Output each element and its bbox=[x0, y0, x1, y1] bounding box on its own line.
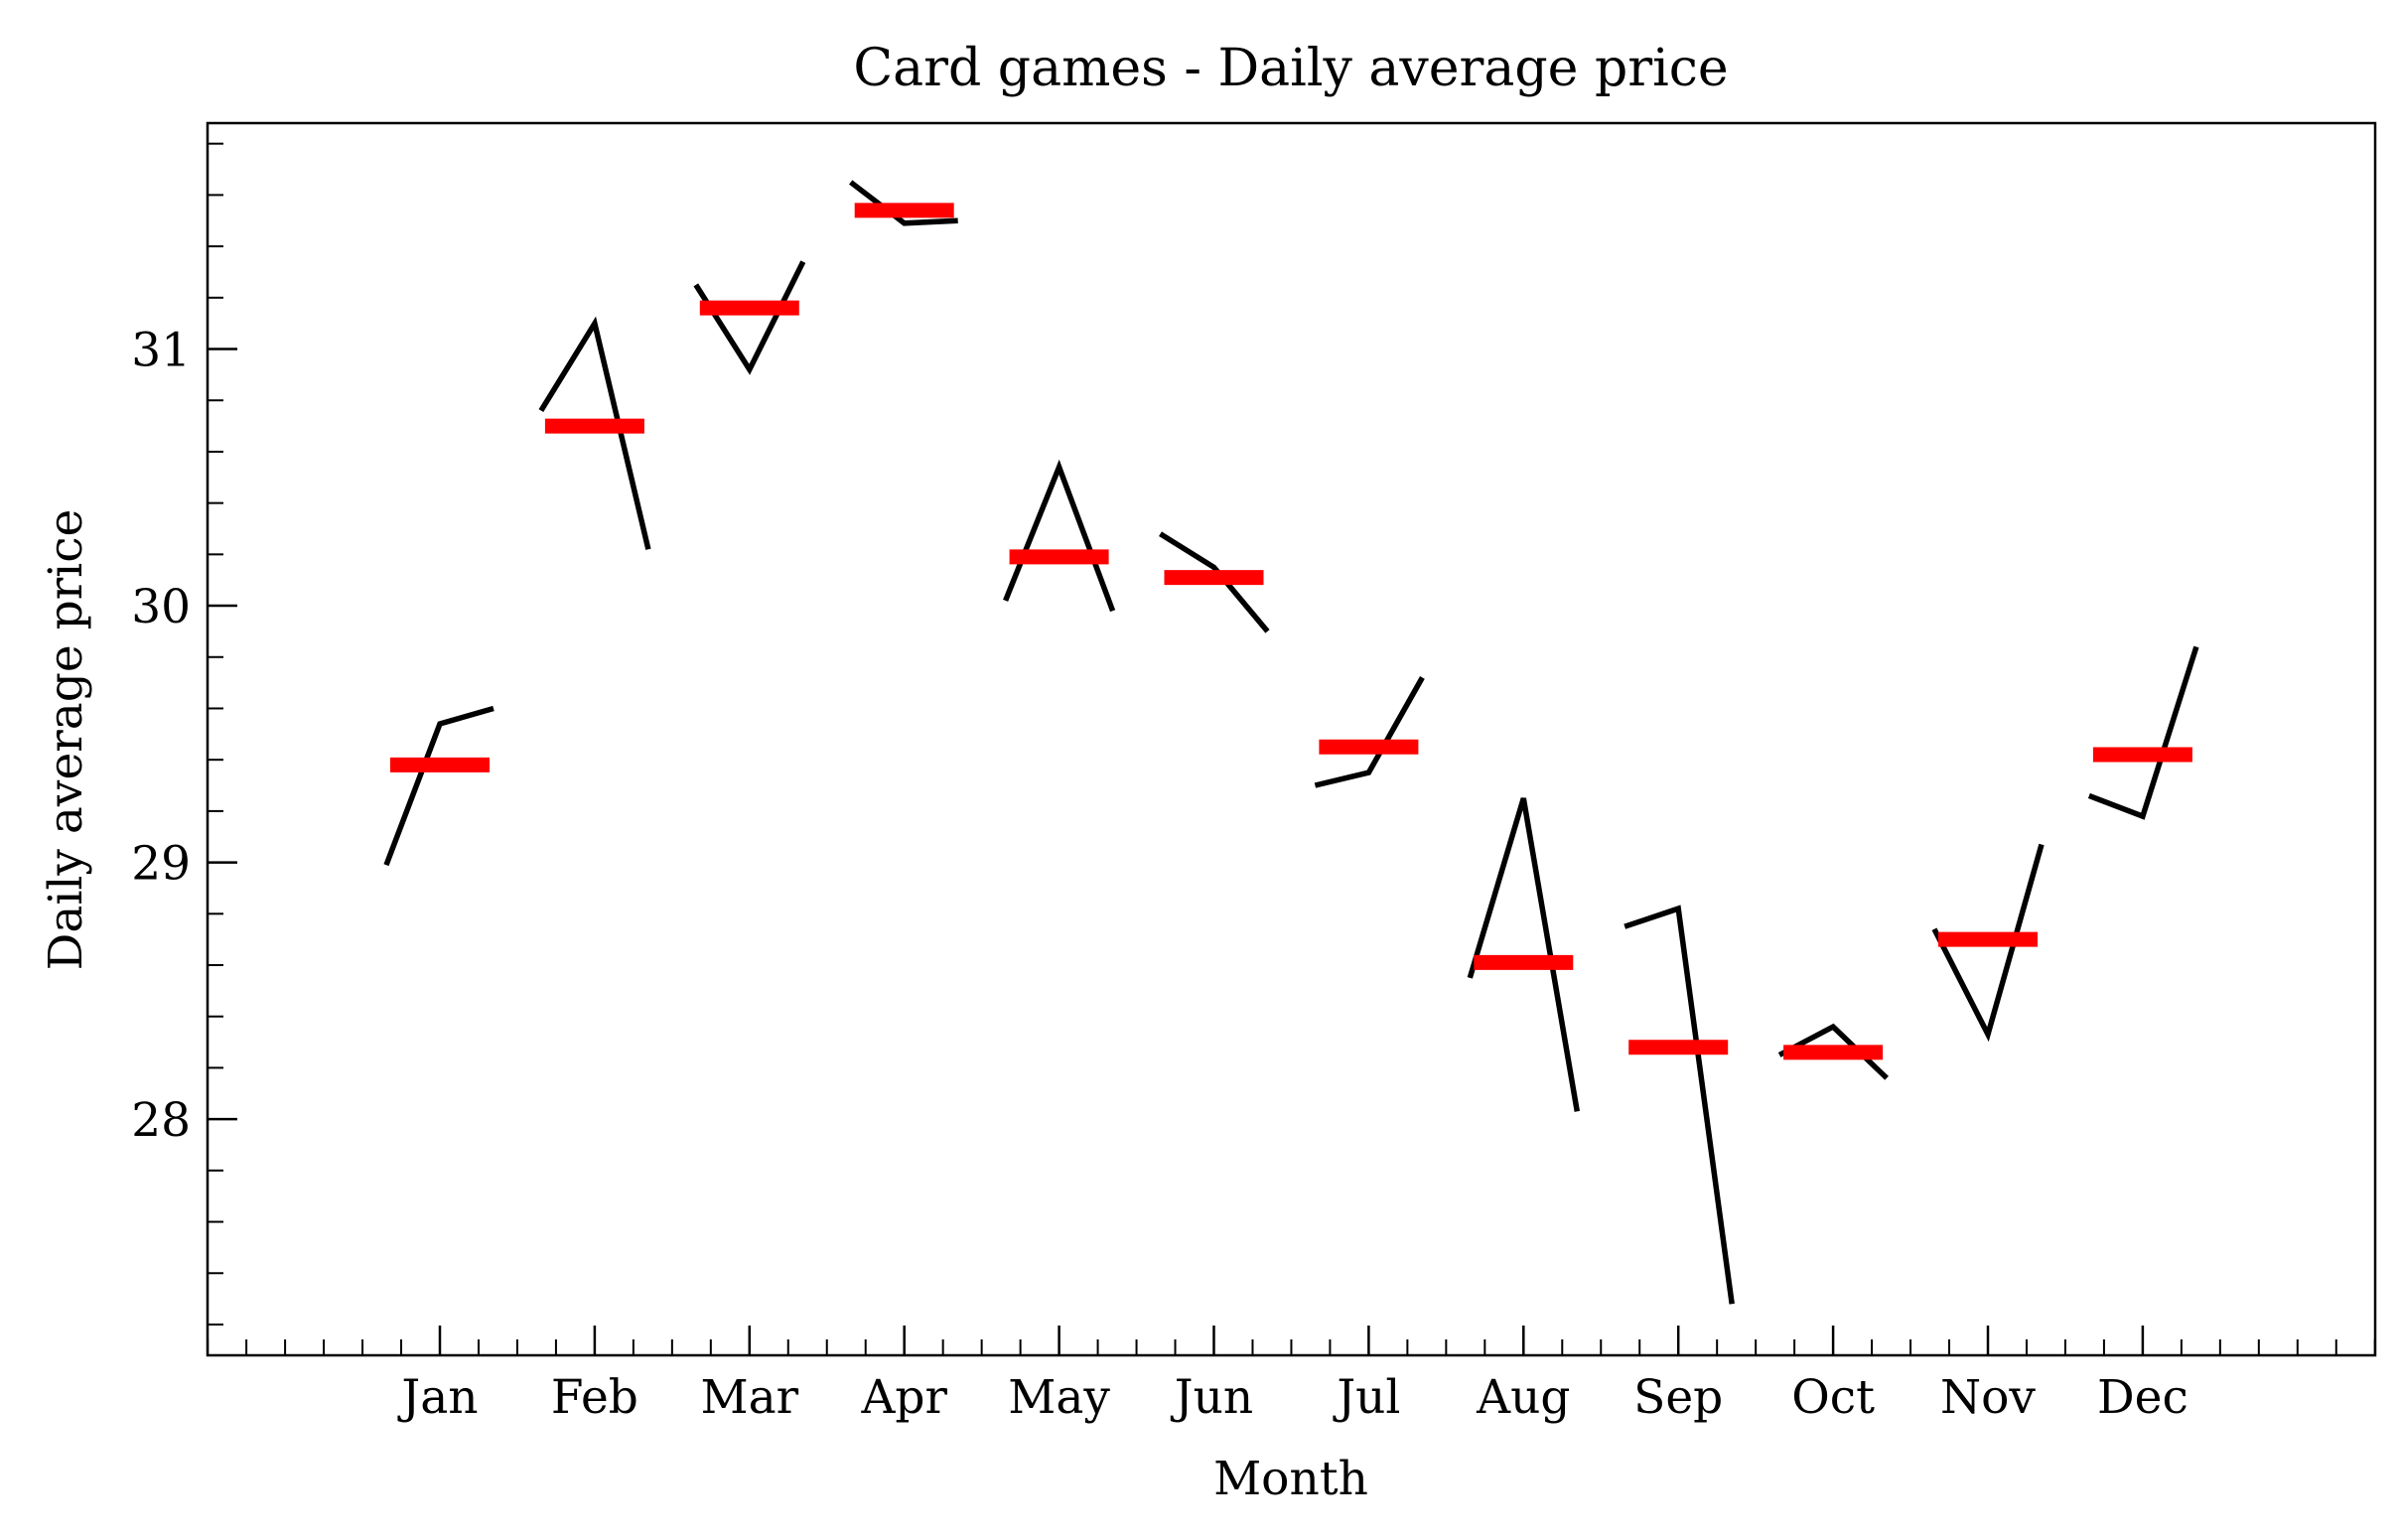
daily-price-line-nov bbox=[1931, 843, 2045, 1043]
plot-marks bbox=[383, 180, 2199, 1305]
x-tick-label-jan: Jan bbox=[397, 1370, 478, 1425]
daily-price-line-apr bbox=[849, 180, 958, 226]
chart-title: Card games - Daily average price bbox=[853, 39, 1728, 98]
y-tick-label-31: 31 bbox=[131, 324, 191, 378]
y-tick-label-29: 29 bbox=[131, 837, 191, 892]
daily-price-line-sep bbox=[1624, 905, 1735, 1305]
x-tick-label-oct: Oct bbox=[1791, 1370, 1875, 1425]
x-tick-label-aug: Aug bbox=[1476, 1370, 1570, 1425]
x-tick-label-apr: Apr bbox=[860, 1370, 947, 1425]
y-axis-label: Daily average price bbox=[39, 509, 93, 971]
y-tick-label-28: 28 bbox=[131, 1093, 191, 1148]
daily-price-line-jan bbox=[383, 705, 494, 867]
axis-tick-labels: Jan Feb Mar Apr May Jun Jul Aug Sep Oct Nov Dec 28 29… bbox=[131, 324, 2188, 1425]
x-tick-label-feb: Feb bbox=[551, 1370, 638, 1425]
x-tick-label-dec: Dec bbox=[2097, 1370, 2188, 1425]
y-tick-label-30: 30 bbox=[131, 580, 191, 634]
x-tick-label-nov: Nov bbox=[1940, 1370, 2036, 1425]
x-tick-label-may: May bbox=[1008, 1370, 1110, 1425]
x-tick-label-mar: Mar bbox=[700, 1370, 798, 1425]
daily-price-line-aug bbox=[1467, 797, 1581, 1112]
plot-frame bbox=[206, 121, 2377, 1357]
daily-price-line-dec bbox=[2087, 645, 2199, 820]
x-axis-label: Month bbox=[1213, 1452, 1368, 1506]
x-tick-label-jun: Jun bbox=[1171, 1370, 1253, 1425]
daily-price-line-jul bbox=[1314, 676, 1425, 788]
daily-price-line-jun bbox=[1159, 531, 1270, 633]
daily-price-line-feb bbox=[538, 316, 651, 550]
axis-ticks bbox=[207, 142, 2376, 1355]
x-tick-label-sep: Sep bbox=[1633, 1370, 1723, 1425]
x-tick-label-jul: Jul bbox=[1333, 1370, 1400, 1425]
